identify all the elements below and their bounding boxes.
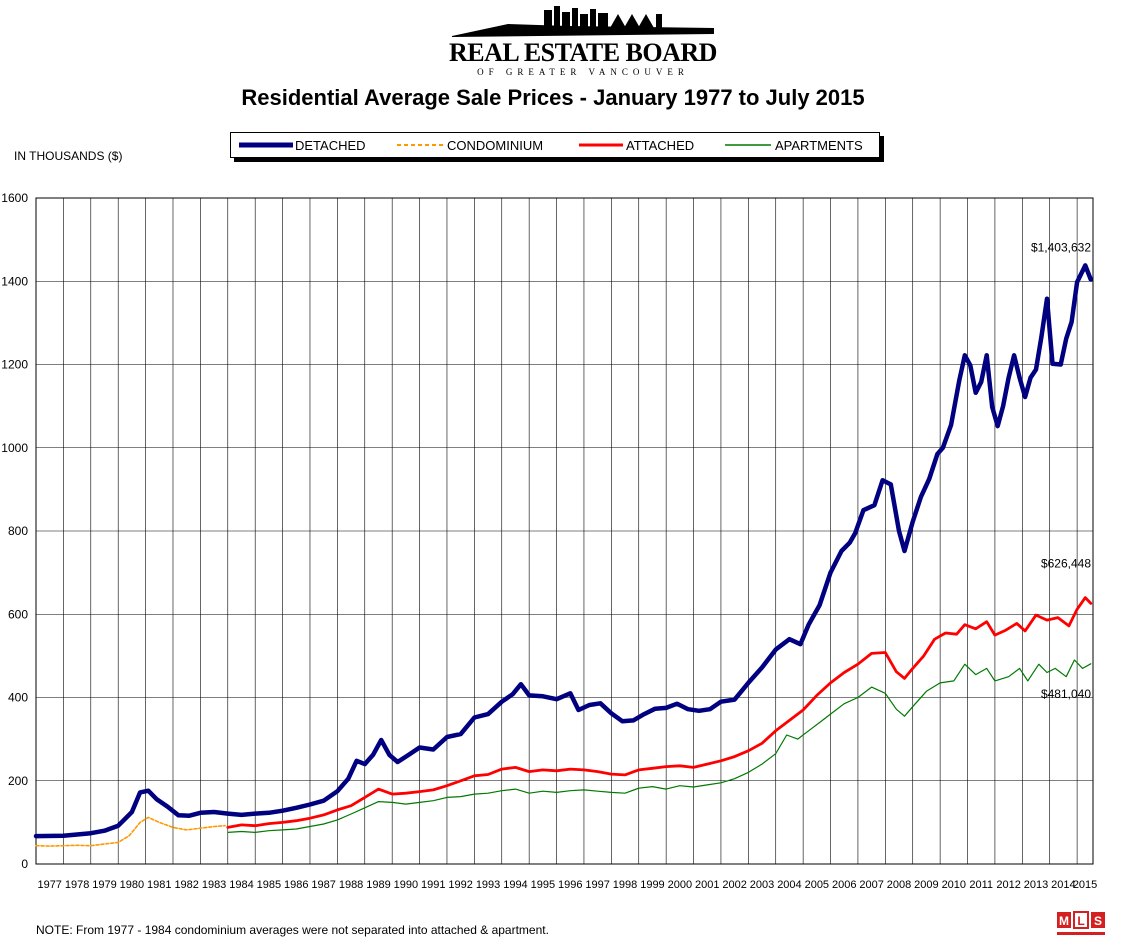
legend-label-attached: ATTACHED (626, 138, 695, 153)
data-label: $1,403,632 (1031, 241, 1091, 255)
x-tick-label: 1977 (37, 879, 61, 891)
x-tick-label: 1990 (394, 879, 418, 891)
x-tick-label: 1984 (229, 879, 253, 891)
x-tick-label: 1997 (585, 879, 609, 891)
series-line-attached (226, 596, 1093, 829)
x-tick-label: 2007 (859, 879, 883, 891)
x-tick-label: 2003 (750, 879, 774, 891)
x-tick-label: 1993 (476, 879, 500, 891)
x-tick-label: 2002 (722, 879, 746, 891)
x-tick-label: 1980 (120, 879, 144, 891)
mls-letter-l: L (1077, 914, 1084, 928)
legend-label-detached: DETACHED (295, 138, 366, 153)
data-label: $481,040 (1041, 687, 1091, 701)
x-tick-label: 2015 (1073, 879, 1097, 891)
x-tick-label: 2001 (695, 879, 719, 891)
x-tick-label: 2012 (996, 879, 1020, 891)
logo-sub-text: OF GREATER VANCOUVER (477, 67, 689, 77)
legend: DETACHED CONDOMINIUM ATTACHED APARTMENTS (230, 132, 880, 158)
reb-logo: REAL ESTATE BOARD OF GREATER VANCOUVER (448, 4, 718, 80)
x-tick-label: 1992 (448, 879, 472, 891)
y-axis-label: IN THOUSANDS ($) (14, 149, 123, 163)
series-line-condominium (35, 816, 226, 847)
y-tick-label: 600 (8, 607, 28, 621)
x-tick-label: 2013 (1024, 879, 1048, 891)
x-tick-label: 1988 (339, 879, 363, 891)
x-tick-label: 1989 (366, 879, 390, 891)
mls-logo: M L S (1055, 910, 1107, 940)
y-tick-label: 200 (8, 774, 28, 788)
x-tick-label: 1979 (92, 879, 116, 891)
x-tick-label: 2008 (887, 879, 911, 891)
x-tick-label: 2011 (969, 879, 993, 891)
y-tick-label: 800 (8, 524, 28, 538)
y-tick-label: 0 (21, 857, 28, 871)
legend-label-apartments: APARTMENTS (775, 138, 863, 153)
x-tick-label: 1995 (531, 879, 555, 891)
series-line-detached (33, 263, 1094, 839)
skyline-icon (452, 6, 714, 37)
x-tick-label: 2009 (914, 879, 938, 891)
x-tick-label: 1983 (202, 879, 226, 891)
footnote: NOTE: From 1977 - 1984 condominium avera… (36, 923, 549, 937)
x-tick-label: 2004 (777, 879, 801, 891)
mls-letter-s: S (1094, 914, 1102, 928)
x-tick-label: 2010 (942, 879, 966, 891)
x-tick-label: 1994 (503, 879, 527, 891)
x-tick-label: 1978 (65, 879, 89, 891)
x-tick-label: 2006 (832, 879, 856, 891)
x-tick-label: 1987 (311, 879, 335, 891)
logo-main-text: REAL ESTATE BOARD (449, 38, 717, 67)
x-tick-label: 1998 (613, 879, 637, 891)
mls-letter-m: M (1059, 914, 1069, 928)
x-tick-label: 1991 (421, 879, 445, 891)
x-tick-label: 1996 (558, 879, 582, 891)
series-line-apartments (227, 659, 1092, 833)
y-tick-label: 1200 (1, 358, 28, 372)
y-tick-label: 1600 (1, 191, 28, 205)
x-tick-label: 1999 (640, 879, 664, 891)
data-label: $626,448 (1041, 556, 1091, 570)
y-tick-label: 400 (8, 691, 28, 705)
x-tick-label: 2000 (668, 879, 692, 891)
x-tick-label: 1985 (257, 879, 281, 891)
x-tick-label: 1982 (174, 879, 198, 891)
legend-label-condominium: CONDOMINIUM (447, 138, 544, 153)
y-tick-label: 1000 (1, 441, 28, 455)
x-tick-label: 1986 (284, 879, 308, 891)
x-tick-label: 2005 (805, 879, 829, 891)
x-tick-label: 1981 (147, 879, 171, 891)
chart-title: Residential Average Sale Prices - Januar… (241, 85, 865, 110)
x-tick-label: 2014 (1051, 879, 1075, 891)
y-tick-label: 1400 (1, 274, 28, 288)
